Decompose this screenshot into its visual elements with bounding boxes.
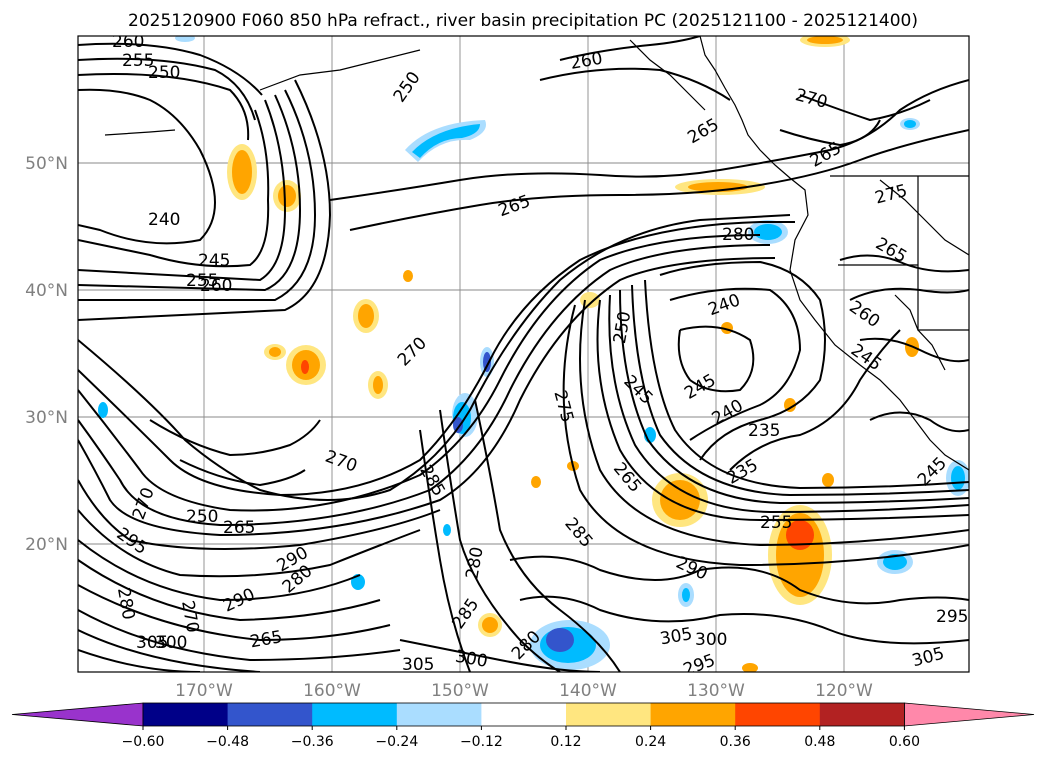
lat-label: 40°N xyxy=(25,281,68,301)
colorbar-segment xyxy=(227,703,313,726)
lon-label: 170°W xyxy=(175,681,233,701)
coastlines xyxy=(104,36,969,471)
colorbar-tick-label: −0.24 xyxy=(375,734,418,750)
lon-label: 140°W xyxy=(559,681,617,701)
contour-label: 280 xyxy=(722,225,754,245)
colorbar-segment xyxy=(566,703,652,726)
contour-label: 255 xyxy=(122,51,154,71)
colorbar-segment xyxy=(143,703,229,726)
refractivity-contours xyxy=(78,36,969,672)
lon-label: 130°W xyxy=(687,681,745,701)
lon-label: 150°W xyxy=(431,681,489,701)
colorbar-segment xyxy=(819,703,905,726)
contour-label: 255 xyxy=(760,513,792,533)
colorbar-tick-label: 0.60 xyxy=(889,734,920,750)
lat-label: 50°N xyxy=(25,154,68,174)
lon-label: 120°W xyxy=(815,681,873,701)
longitude-labels: 170°W 160°W 150°W 140°W 130°W 120°W xyxy=(175,681,873,701)
contour-label: 250 xyxy=(186,507,218,527)
lat-label: 20°N xyxy=(25,535,68,555)
contour-label: 305 xyxy=(402,655,434,675)
colorbar-tick-label: −0.60 xyxy=(122,734,165,750)
contour-label: 265 xyxy=(223,518,255,538)
contour-label: 260 xyxy=(200,276,232,296)
colorbar-segment xyxy=(735,703,821,726)
contour-label: 305 xyxy=(136,633,168,653)
map-title: 2025120900 F060 850 hPa refract., river … xyxy=(128,11,918,31)
colorbar-extend-min xyxy=(11,702,144,727)
contour-label: 245 xyxy=(198,251,230,271)
lat-label: 30°N xyxy=(25,408,68,428)
map-frame xyxy=(77,35,970,673)
colorbar-tick-label: −0.12 xyxy=(460,734,503,750)
colorbar-segment xyxy=(312,703,398,726)
contour-label: 250 xyxy=(148,63,180,83)
contour-label: 260 xyxy=(112,32,144,52)
contour-label: 300 xyxy=(155,633,187,653)
colorbar-tick-label: 0.48 xyxy=(804,734,835,750)
colorbar-segment xyxy=(396,703,482,726)
latitude-labels: 50°N 40°N 30°N 20°N xyxy=(25,154,68,555)
colorbar-tick-label: 0.36 xyxy=(720,734,751,750)
contour-label: 240 xyxy=(148,210,180,230)
contour-label: 235 xyxy=(748,421,780,441)
lon-label: 160°W xyxy=(303,681,361,701)
colorbar-extend-max xyxy=(904,702,1035,727)
colorbar-segment xyxy=(650,703,736,726)
colorbar-segment xyxy=(481,703,567,726)
contour-label: 255 xyxy=(186,271,218,291)
colorbar-tick-label: −0.36 xyxy=(291,734,334,750)
colorbar: −0.60 −0.48 −0.36 −0.24 −0.12 0.12 0.24 0.36 0.4… xyxy=(11,702,1035,750)
colorbar-tick-label: 0.24 xyxy=(635,734,666,750)
contour-label: 300 xyxy=(695,630,727,650)
colorbar-frame xyxy=(142,702,905,727)
colorbar-tick-label: −0.48 xyxy=(206,734,249,750)
contour-label: 295 xyxy=(936,607,968,627)
colorbar-tick-label: 0.12 xyxy=(550,734,581,750)
